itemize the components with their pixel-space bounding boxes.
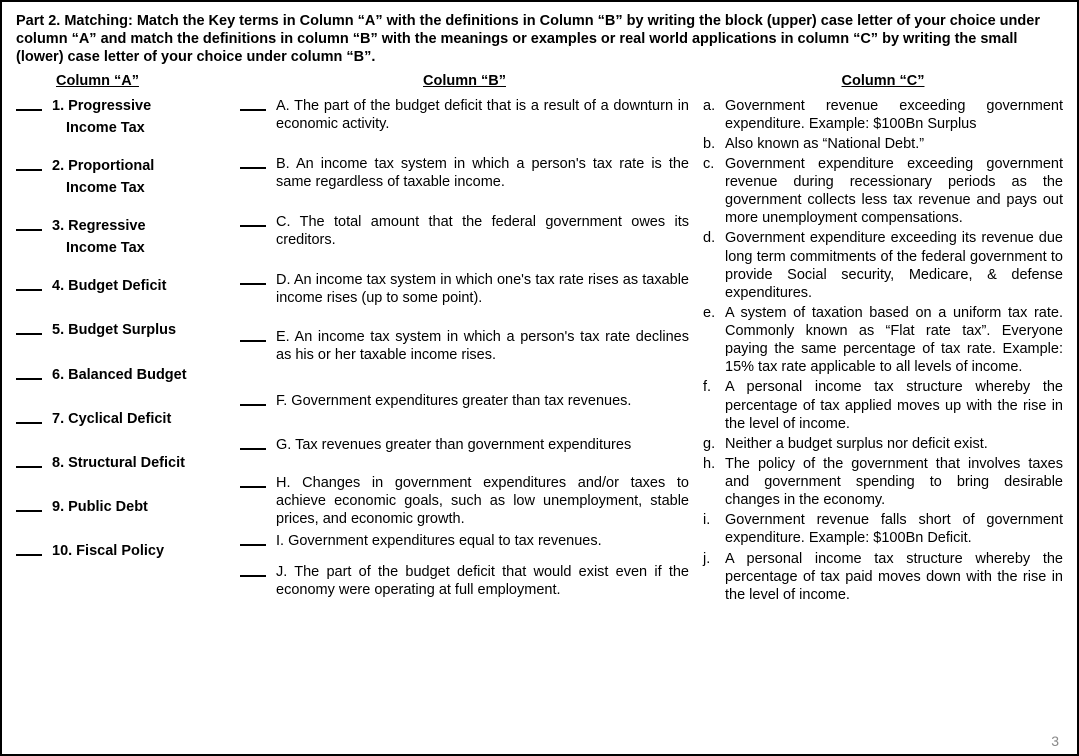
definition-text: B. An income tax system in which a perso… <box>276 155 689 191</box>
option-text: A personal income tax structure whereby … <box>725 550 1063 604</box>
option-text: Government expenditure exceeding governm… <box>725 155 1063 228</box>
option-text: A personal income tax structure whereby … <box>725 378 1063 432</box>
term-label: 9. Public Debt <box>52 498 148 516</box>
column-a-item: 6. Balanced Budget <box>16 366 226 384</box>
option-text: Government expenditure exceeding its rev… <box>725 229 1063 302</box>
answer-blank-a[interactable] <box>16 378 42 380</box>
column-b-item: D. An income tax system in which one's t… <box>240 271 689 307</box>
term-label: 7. Cyclical Deficit <box>52 410 171 428</box>
option-letter: g. <box>703 435 725 453</box>
option-text: Government revenue falls short of govern… <box>725 511 1063 547</box>
column-b-item: B. An income tax system in which a perso… <box>240 155 689 191</box>
option-text: Also known as “National Debt.” <box>725 135 1063 153</box>
option-text: Neither a budget surplus nor deficit exi… <box>725 435 1063 453</box>
term-label: 1. ProgressiveIncome Tax <box>52 97 151 137</box>
column-b-item: H. Changes in government expenditures an… <box>240 474 689 528</box>
answer-blank-a[interactable] <box>16 510 42 512</box>
answer-blank-b[interactable] <box>240 544 266 546</box>
column-c-item: e.A system of taxation based on a unifor… <box>703 304 1063 377</box>
column-a-item: 7. Cyclical Deficit <box>16 410 226 428</box>
column-b-item: A. The part of the budget deficit that i… <box>240 97 689 133</box>
column-c-item: h.The policy of the government that invo… <box>703 455 1063 509</box>
option-letter: f. <box>703 378 725 432</box>
answer-blank-b[interactable] <box>240 575 266 577</box>
option-letter: a. <box>703 97 725 133</box>
answer-blank-a[interactable] <box>16 289 42 291</box>
definition-text: D. An income tax system in which one's t… <box>276 271 689 307</box>
column-a-heading: Column “A” <box>16 72 226 90</box>
answer-blank-a[interactable] <box>16 229 42 231</box>
option-text: A system of taxation based on a uniform … <box>725 304 1063 377</box>
column-a-item: 9. Public Debt <box>16 498 226 516</box>
definition-text: G. Tax revenues greater than government … <box>276 436 689 454</box>
column-b-item: I. Government expenditures equal to tax … <box>240 532 689 550</box>
definition-text: A. The part of the budget deficit that i… <box>276 97 689 133</box>
column-c-heading: Column “C” <box>703 72 1063 90</box>
option-letter: b. <box>703 135 725 153</box>
column-c-item: i.Government revenue falls short of gove… <box>703 511 1063 547</box>
column-c-item: f.A personal income tax structure whereb… <box>703 378 1063 432</box>
term-label: 3. RegressiveIncome Tax <box>52 217 146 257</box>
answer-blank-b[interactable] <box>240 486 266 488</box>
definition-text: E. An income tax system in which a perso… <box>276 328 689 364</box>
answer-blank-b[interactable] <box>240 167 266 169</box>
answer-blank-a[interactable] <box>16 169 42 171</box>
column-a-item: 2. ProportionalIncome Tax <box>16 157 226 197</box>
answer-blank-b[interactable] <box>240 283 266 285</box>
term-label: 2. ProportionalIncome Tax <box>52 157 154 197</box>
column-c-item: b.Also known as “National Debt.” <box>703 135 1063 153</box>
instructions-text: Part 2. Matching: Match the Key terms in… <box>16 12 1063 66</box>
answer-blank-b[interactable] <box>240 340 266 342</box>
option-letter: h. <box>703 455 725 509</box>
answer-blank-a[interactable] <box>16 466 42 468</box>
answer-blank-b[interactable] <box>240 448 266 450</box>
columns-container: Column “A” 1. ProgressiveIncome Tax 2. Pr… <box>16 72 1063 606</box>
option-letter: i. <box>703 511 725 547</box>
answer-blank-a[interactable] <box>16 333 42 335</box>
option-letter: d. <box>703 229 725 302</box>
option-letter: e. <box>703 304 725 377</box>
term-label: 5. Budget Surplus <box>52 321 176 339</box>
answer-blank-a[interactable] <box>16 554 42 556</box>
option-letter: j. <box>703 550 725 604</box>
column-a-item: 1. ProgressiveIncome Tax <box>16 97 226 137</box>
page-number: 3 <box>1051 733 1059 751</box>
column-b-item: C. The total amount that the federal gov… <box>240 213 689 249</box>
column-b-item: E. An income tax system in which a perso… <box>240 328 689 364</box>
term-label: 6. Balanced Budget <box>52 366 187 384</box>
term-label: 10. Fiscal Policy <box>52 542 164 560</box>
column-a-item: 5. Budget Surplus <box>16 321 226 339</box>
column-c-item: d.Government expenditure exceeding its r… <box>703 229 1063 302</box>
definition-text: C. The total amount that the federal gov… <box>276 213 689 249</box>
answer-blank-b[interactable] <box>240 404 266 406</box>
definition-text: I. Government expenditures equal to tax … <box>276 532 689 550</box>
column-c-item: j.A personal income tax structure whereb… <box>703 550 1063 604</box>
column-a-item: 3. RegressiveIncome Tax <box>16 217 226 257</box>
column-b-item: J. The part of the budget deficit that w… <box>240 563 689 599</box>
column-a-item: 4. Budget Deficit <box>16 277 226 295</box>
column-a-item: 10. Fiscal Policy <box>16 542 226 560</box>
column-b-heading: Column “B” <box>240 72 689 90</box>
column-c: Column “C” a.Government revenue exceedin… <box>703 72 1063 606</box>
definition-text: H. Changes in government expenditures an… <box>276 474 689 528</box>
column-b-item: G. Tax revenues greater than government … <box>240 436 689 454</box>
column-a-item: 8. Structural Deficit <box>16 454 226 472</box>
option-letter: c. <box>703 155 725 228</box>
answer-blank-b[interactable] <box>240 109 266 111</box>
column-b-item: F. Government expenditures greater than … <box>240 392 689 410</box>
term-label: 4. Budget Deficit <box>52 277 166 295</box>
answer-blank-b[interactable] <box>240 225 266 227</box>
definition-text: J. The part of the budget deficit that w… <box>276 563 689 599</box>
option-text: The policy of the government that involv… <box>725 455 1063 509</box>
column-c-item: c.Government expenditure exceeding gover… <box>703 155 1063 228</box>
option-text: Government revenue exceeding government … <box>725 97 1063 133</box>
term-label: 8. Structural Deficit <box>52 454 185 472</box>
answer-blank-a[interactable] <box>16 422 42 424</box>
definition-text: F. Government expenditures greater than … <box>276 392 689 410</box>
column-c-item: g.Neither a budget surplus nor deficit e… <box>703 435 1063 453</box>
column-c-item: a.Government revenue exceeding governmen… <box>703 97 1063 133</box>
column-b: Column “B” A. The part of the budget def… <box>240 72 689 606</box>
column-a: Column “A” 1. ProgressiveIncome Tax 2. Pr… <box>16 72 226 606</box>
answer-blank-a[interactable] <box>16 109 42 111</box>
